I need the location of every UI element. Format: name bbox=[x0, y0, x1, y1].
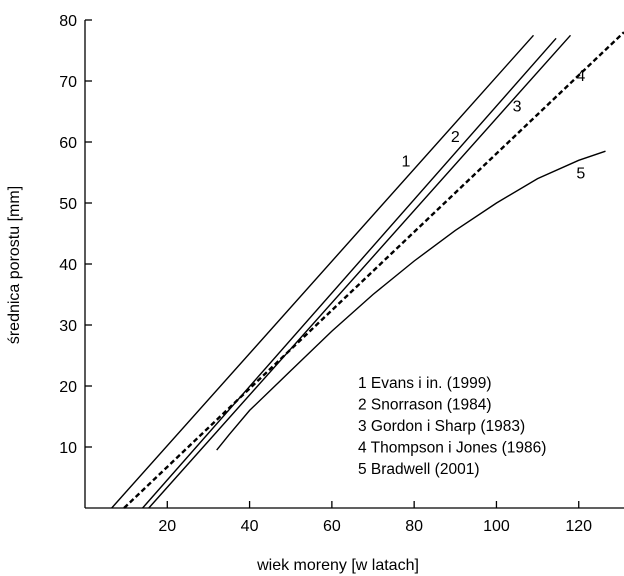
series-label-1: 1 bbox=[401, 153, 410, 170]
y-tick-label: 10 bbox=[59, 440, 77, 457]
legend: 1 Evans i in. (1999) 2 Snorrason (1984) 3 … bbox=[358, 375, 546, 478]
legend-entry: 1 Evans i in. (1999) bbox=[358, 375, 492, 392]
x-tick-label: 100 bbox=[483, 518, 510, 535]
series-label-3: 3 bbox=[513, 98, 522, 115]
series-line-2 bbox=[142, 37, 557, 509]
series-line-3 bbox=[148, 34, 572, 509]
x-tick-label: 80 bbox=[405, 518, 423, 535]
legend-entry: 2 Snorrason (1984) bbox=[358, 397, 492, 414]
series-layer bbox=[111, 31, 624, 509]
legend-entry: 4 Thompson i Jones (1986) bbox=[358, 440, 546, 457]
y-tick-label: 50 bbox=[59, 196, 77, 213]
legend-entry: 3 Gordon i Sharp (1983) bbox=[358, 418, 525, 435]
series-line-4 bbox=[123, 31, 624, 509]
series-line-5 bbox=[216, 150, 606, 451]
x-tick-label: 120 bbox=[565, 518, 592, 535]
series-line-1 bbox=[111, 34, 535, 509]
series-label-5: 5 bbox=[576, 166, 585, 183]
x-tick-label: 20 bbox=[158, 518, 176, 535]
axes: 20 40 60 80 100 120 10 20 30 40 50 60 70 80 bbox=[59, 13, 624, 535]
y-axis-title: średnica porostu [mm] bbox=[6, 186, 23, 344]
legend-entry: 5 Bradwell (2001) bbox=[358, 461, 479, 478]
y-tick-label: 80 bbox=[59, 13, 77, 30]
y-tick-label: 30 bbox=[59, 318, 77, 335]
y-tick-label: 70 bbox=[59, 74, 77, 91]
x-axis-title: wiek moreny [w latach] bbox=[256, 557, 419, 574]
x-tick-label: 40 bbox=[241, 518, 259, 535]
x-tick-label: 60 bbox=[323, 518, 341, 535]
y-tick-label: 40 bbox=[59, 257, 77, 274]
y-tick-label: 20 bbox=[59, 379, 77, 396]
series-labels: 1 2 3 4 5 bbox=[401, 68, 585, 183]
series-label-4: 4 bbox=[576, 68, 585, 85]
series-label-2: 2 bbox=[451, 129, 460, 146]
y-tick-label: 60 bbox=[59, 135, 77, 152]
